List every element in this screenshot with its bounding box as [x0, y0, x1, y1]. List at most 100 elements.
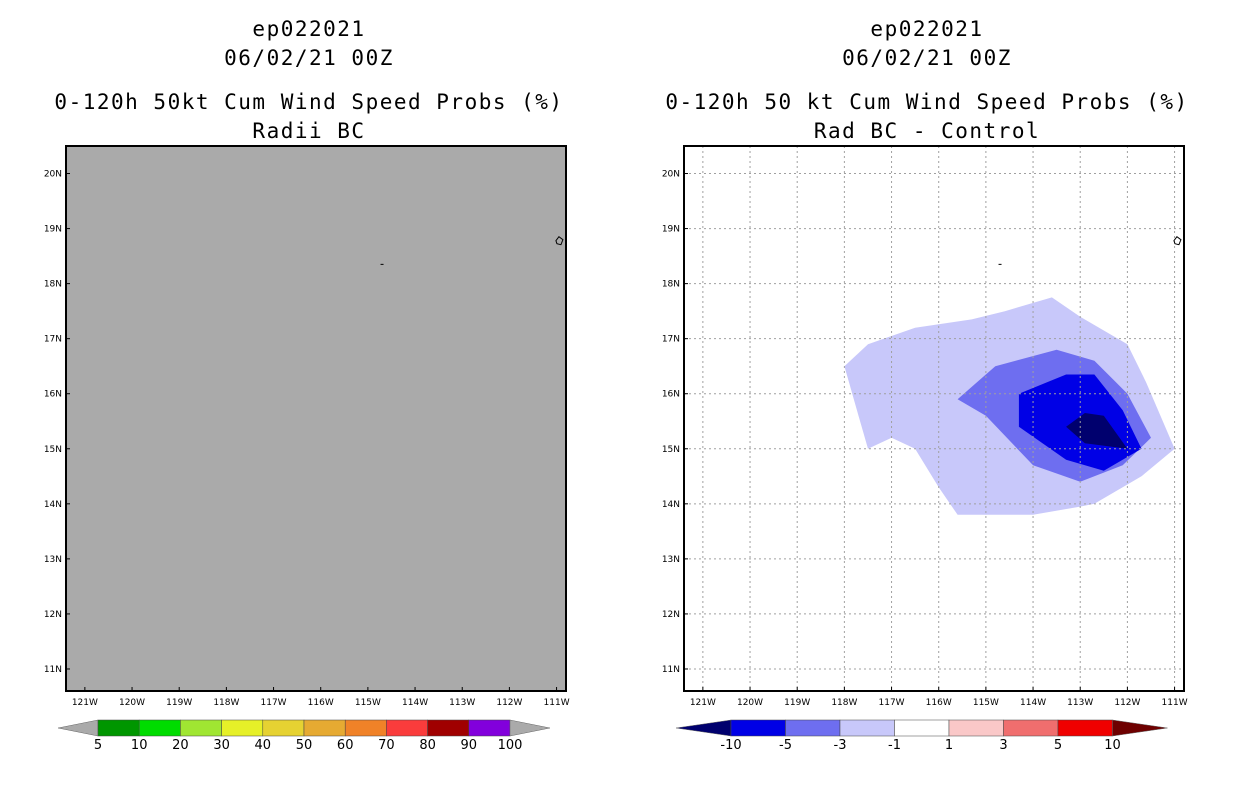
colorbar-label: 70 [378, 738, 395, 753]
y-tick-label: 16N [662, 390, 680, 400]
y-tick-label: 13N [44, 555, 62, 565]
colorbar-label: -1 [888, 738, 901, 753]
y-tick-label: 20N [662, 170, 680, 180]
chart-title: 0-120h 50kt Cum Wind Speed Probs (%) [54, 90, 564, 114]
colorbar-label: -3 [834, 738, 847, 753]
storm-id-label: ep022021 [870, 17, 984, 41]
x-tick-label: 116W [308, 698, 334, 708]
x-tick-label: 121W [72, 698, 98, 708]
colorbar-segment [785, 719, 841, 737]
colorbar-arrow-high [1112, 719, 1168, 737]
colorbar-label: 5 [1054, 738, 1062, 753]
colorbar-segment [303, 719, 346, 737]
x-tick-label: 118W [213, 698, 239, 708]
colorbar-segment [839, 719, 895, 737]
socorro-island [555, 235, 564, 246]
colorbar-label: 100 [498, 738, 523, 753]
colorbar-segment [730, 719, 786, 737]
colorbar-label: 1 [945, 738, 953, 753]
y-tick-label: 18N [44, 280, 62, 290]
colorbar-label: 80 [419, 738, 436, 753]
x-tick-label: 117W [879, 698, 905, 708]
y-tick-label: 14N [44, 500, 62, 510]
colorbar-label: -5 [779, 738, 792, 753]
x-tick-label: 114W [402, 698, 428, 708]
colorbar-arrow-low [57, 719, 99, 737]
colorbar-segment [1057, 719, 1113, 737]
plot-frame [65, 145, 567, 692]
x-tick-label: 113W [1067, 698, 1093, 708]
y-tick-label: 17N [662, 335, 680, 345]
chart-subtitle: Rad BC - Control [813, 119, 1041, 143]
colorbar-segment [262, 719, 305, 737]
colorbar-label: -10 [720, 738, 741, 753]
y-tick-label: 14N [662, 500, 680, 510]
x-tick-label: 119W [784, 698, 810, 708]
colorbar-segment [468, 719, 511, 737]
x-tick-label: 119W [166, 698, 192, 708]
colorbar-segment [386, 719, 428, 737]
colorbar-segment [180, 719, 222, 737]
x-tick-label: 114W [1020, 698, 1046, 708]
y-tick-label: 20N [44, 170, 62, 180]
right-panel: ep022021 06/02/21 00Z 0-120h 50 kt Cum W… [618, 0, 1236, 800]
x-tick-label: 115W [973, 698, 999, 708]
colorbar-segment [948, 719, 1004, 737]
x-tick-label: 116W [926, 698, 952, 708]
x-tick-label: 113W [449, 698, 475, 708]
socorro-island [1173, 235, 1182, 246]
colorbar-segment [221, 719, 264, 737]
x-tick-label: 120W [119, 698, 145, 708]
colorbar-segment [427, 719, 470, 737]
colorbar-label: 90 [461, 738, 478, 753]
y-tick-label: 11N [662, 665, 680, 675]
x-tick-label: 111W [544, 698, 570, 708]
x-tick-label: 111W [1162, 698, 1188, 708]
y-tick-label: 17N [44, 335, 62, 345]
y-tick-label: 16N [44, 390, 62, 400]
datetime-label: 06/02/21 00Z [842, 46, 1012, 70]
datetime-label: 06/02/21 00Z [224, 46, 394, 70]
x-tick-label: 118W [831, 698, 857, 708]
map-plot: 121W 120W 119W 118W 117W 116W 115W 114W 113W 112W… [44, 145, 570, 753]
y-tick-label: 12N [662, 610, 680, 620]
y-tick-label: 19N [662, 225, 680, 235]
colorbar-segment [1003, 719, 1059, 737]
plot-background [66, 146, 566, 691]
contour-region [1066, 413, 1128, 449]
left-panel: ep022021 06/02/21 00Z 0-120h 50kt Cum Wi… [44, 17, 570, 753]
x-tick-label: 121W [690, 698, 716, 708]
y-tick-label: 19N [44, 225, 62, 235]
map-plot: 121W 120W 119W 118W 117W 116W 115W 114W 113W 112W… [662, 145, 1188, 753]
colorbar-label: 30 [213, 738, 230, 753]
colorbar-label: 10 [131, 738, 148, 753]
chart-title: 0-120h 50 kt Cum Wind Speed Probs (%) [665, 90, 1189, 114]
colorbar-segment [138, 719, 181, 737]
colorbar-segment [894, 719, 950, 737]
colorbar-label: 40 [255, 738, 272, 753]
plot-frame [683, 145, 1185, 692]
y-tick-label: 11N [44, 665, 62, 675]
x-tick-label: 117W [261, 698, 287, 708]
colorbar-arrow-low [675, 719, 732, 737]
x-tick-label: 120W [737, 698, 763, 708]
colorbar-segment [344, 719, 387, 737]
x-tick-label: 112W [496, 698, 522, 708]
y-tick-label: 13N [662, 555, 680, 565]
colorbar-label: 10 [1104, 738, 1121, 753]
colorbar-segment [97, 719, 140, 737]
colorbar-arrow-high [509, 719, 551, 737]
x-tick-label: 112W [1114, 698, 1140, 708]
y-tick-label: 15N [662, 445, 680, 455]
x-tick-label: 115W [355, 698, 381, 708]
colorbar-label: 5 [94, 738, 102, 753]
chart-subtitle: Radii BC [252, 119, 366, 143]
colorbar-label: 50 [296, 738, 313, 753]
colorbar-label: 20 [172, 738, 189, 753]
y-tick-label: 12N [44, 610, 62, 620]
colorbar-label: 60 [337, 738, 354, 753]
y-tick-label: 15N [44, 445, 62, 455]
colorbar-label: 3 [999, 738, 1007, 753]
storm-id-label: ep022021 [252, 17, 366, 41]
y-tick-label: 18N [662, 280, 680, 290]
